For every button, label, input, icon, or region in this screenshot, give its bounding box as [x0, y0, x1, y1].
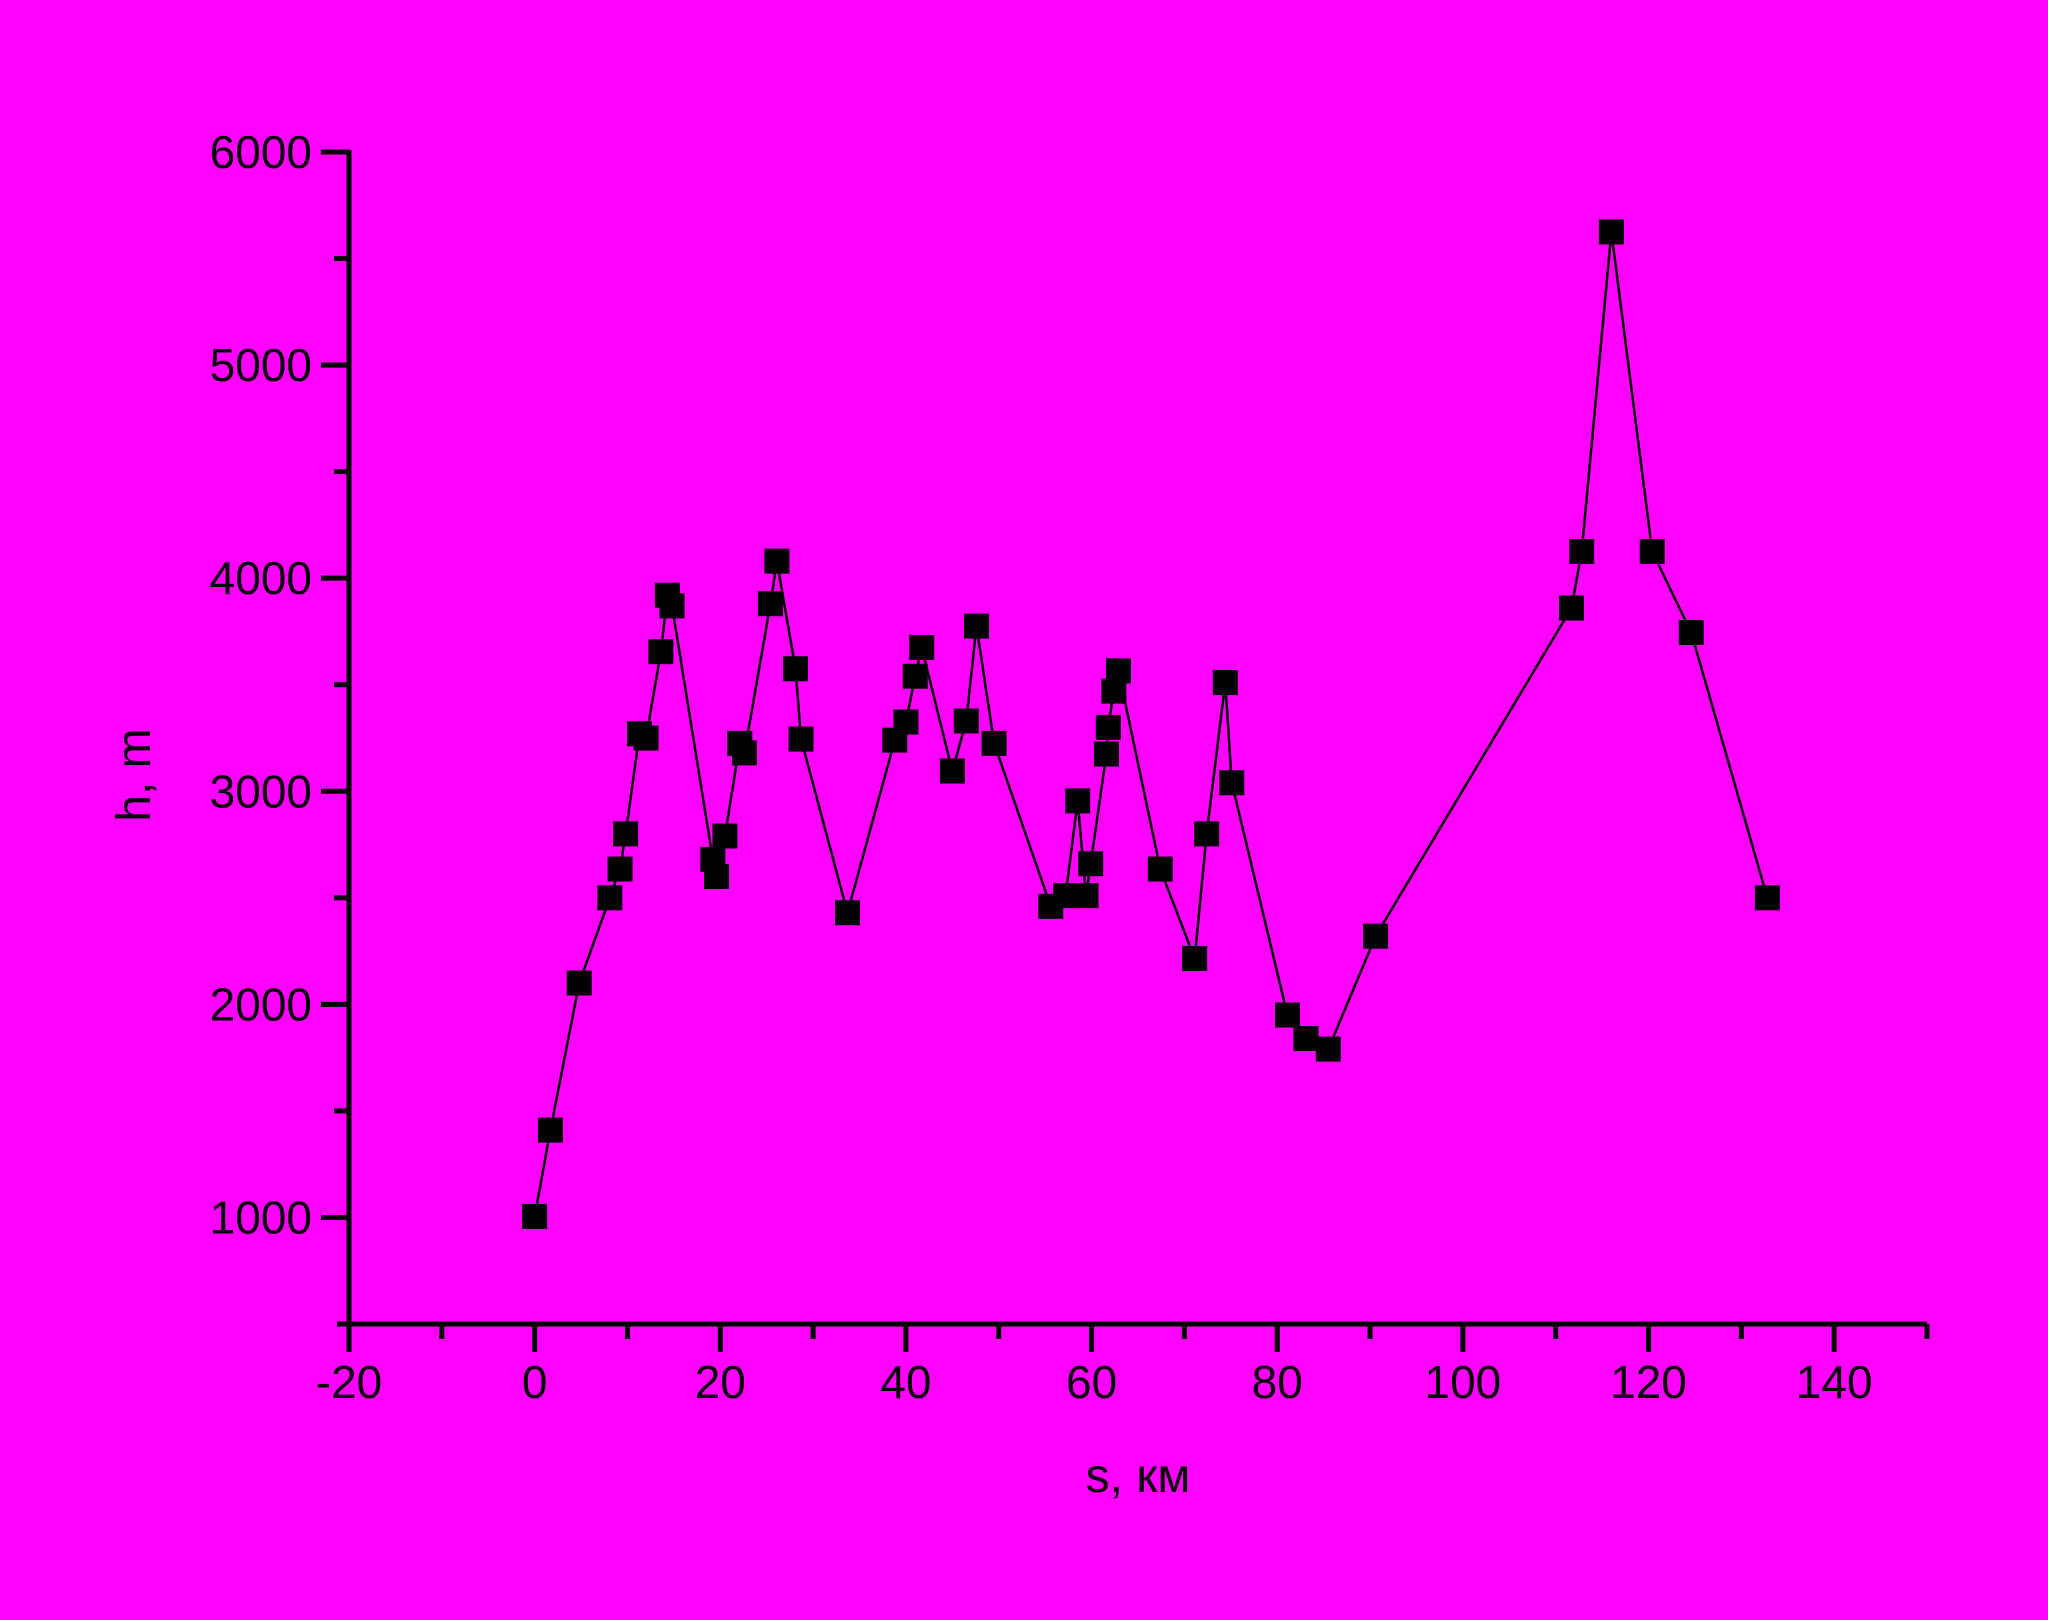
data-point-marker [1274, 1002, 1300, 1028]
data-point-marker [1293, 1025, 1319, 1051]
data-point-marker [648, 639, 674, 665]
data-point-marker [1147, 856, 1173, 882]
data-point-marker [1106, 658, 1132, 684]
data-point-marker [597, 885, 623, 911]
data-series [522, 219, 1780, 1229]
data-point-marker [1095, 714, 1121, 740]
data-point-marker [1315, 1036, 1341, 1062]
data-point-marker [1558, 595, 1584, 621]
tick-labels: 1000 2000 3000 4000 5000 6000 -20 0 20 40 60 80 100 1… [210, 126, 1873, 1408]
data-point-marker [704, 864, 730, 890]
data-point-marker [1598, 219, 1624, 245]
data-point-marker [659, 593, 685, 619]
data-point-marker [522, 1203, 548, 1229]
y-axis-label: h, m [108, 728, 161, 821]
data-point-marker [1073, 883, 1099, 909]
data-point-marker [939, 758, 965, 784]
data-point-marker [633, 725, 659, 751]
data-point-marker [607, 856, 633, 882]
data-point-marker [757, 591, 783, 617]
x-tick-label: 120 [1610, 1356, 1687, 1408]
data-point-marker [1363, 923, 1389, 949]
data-point-marker [613, 821, 639, 847]
x-tick-label: 20 [695, 1356, 746, 1408]
data-point-marker [1219, 770, 1245, 796]
data-point-marker [893, 709, 919, 735]
data-point-marker [1754, 885, 1780, 911]
data-point-marker [1093, 741, 1119, 767]
data-point-marker [1678, 620, 1704, 646]
x-tick-label: 0 [522, 1356, 548, 1408]
tick-marks [321, 149, 1930, 1352]
data-point-marker [981, 730, 1007, 756]
x-tick-label: 40 [880, 1356, 931, 1408]
y-tick-label: 5000 [210, 339, 312, 391]
data-point-marker [1078, 851, 1104, 877]
data-point-marker [537, 1117, 563, 1143]
data-point-marker [1182, 946, 1208, 972]
y-tick-label: 1000 [210, 1191, 312, 1243]
y-tick-label: 2000 [210, 978, 312, 1030]
x-tick-label: 100 [1425, 1356, 1502, 1408]
x-axis-label: s, км [1086, 1450, 1191, 1503]
data-point-marker [834, 900, 860, 926]
data-point-marker [1065, 788, 1091, 814]
x-tick-label: 80 [1252, 1356, 1303, 1408]
data-point-marker [1569, 539, 1595, 565]
data-point-marker [1212, 670, 1238, 696]
data-point-marker [788, 726, 814, 752]
x-tick-label: 140 [1796, 1356, 1873, 1408]
data-point-marker [782, 656, 808, 682]
data-point-marker [731, 740, 757, 766]
y-tick-label: 4000 [210, 552, 312, 604]
x-tick-label: 60 [1066, 1356, 1117, 1408]
axes [337, 150, 1927, 1327]
data-point-marker [902, 663, 928, 689]
data-point-marker [1194, 821, 1220, 847]
data-point-marker [1639, 539, 1665, 565]
data-point-marker [963, 613, 989, 639]
data-point-marker [953, 708, 979, 734]
x-tick-label: -20 [316, 1356, 382, 1408]
data-point-marker [764, 548, 790, 574]
data-point-marker [909, 634, 935, 660]
data-point-marker [566, 970, 592, 996]
data-point-marker [712, 823, 738, 849]
y-tick-label: 6000 [210, 126, 312, 178]
y-tick-label: 3000 [210, 765, 312, 817]
